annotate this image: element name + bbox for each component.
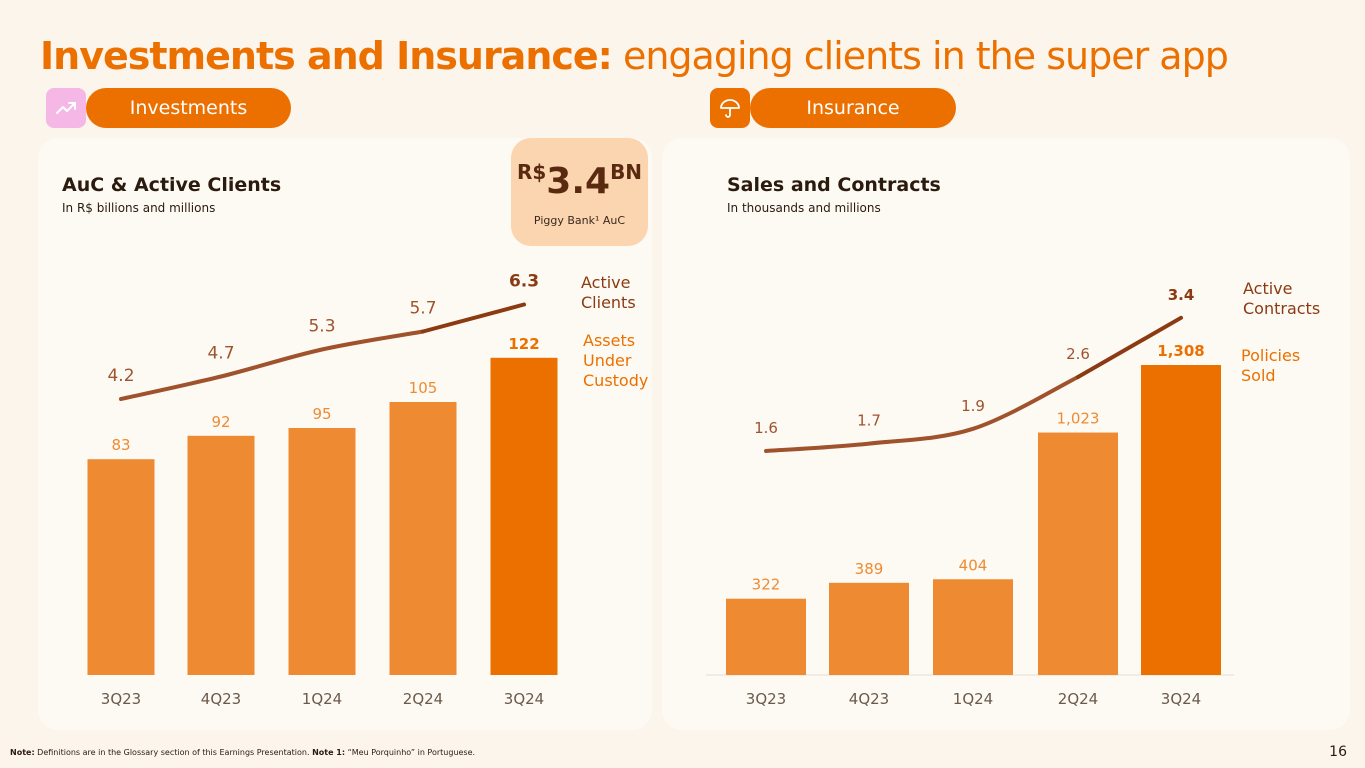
legend-assets-under-custody: Assets Under Custody [583,331,648,391]
bar-value-label: 1,308 [1157,342,1204,360]
bar-value-label: 122 [508,335,539,353]
bar [187,435,255,675]
bar [1141,365,1221,675]
legend-bar-label: Assets [583,331,636,350]
line-value-label: 3.4 [1168,286,1195,304]
bar-value-label: 95 [312,405,331,423]
legend-bar-label: Sold [1241,366,1276,385]
note-label: Note: [10,748,35,757]
piggy-bank-badge: R$3.4BN Piggy Bank¹ AuC [511,138,648,246]
line-value-label: 2.6 [1066,345,1090,363]
bar [829,582,909,675]
legend-bar-label: Under [583,351,632,370]
line-value-label: 1.7 [857,412,881,430]
right-chart-subtitle: In thousands and millions [727,201,881,215]
x-tick-label: 4Q23 [849,690,889,708]
bar-value-label: 1,023 [1057,410,1100,428]
footnote: Note: Definitions are in the Glossary se… [10,748,475,757]
legend-line-label: Contracts [1243,299,1321,318]
bar [490,357,558,675]
series-line-highlight [1076,315,1183,379]
x-tick-label: 1Q24 [302,690,342,708]
bar-value-label: 105 [409,379,438,397]
line-value-label: 6.3 [509,272,539,292]
page-title-light: engaging clients in the super app [611,34,1229,78]
bar [87,459,155,675]
x-tick-label: 4Q23 [201,690,241,708]
x-tick-label: 3Q24 [1161,690,1201,708]
badge-value: R$3.4BN [511,160,648,202]
x-tick-label: 3Q23 [101,690,141,708]
line-value-label: 1.9 [961,397,985,415]
legend-policies-sold: Policies Sold [1241,346,1300,386]
x-tick-label: 3Q23 [746,690,786,708]
umbrella-icon [710,88,750,128]
legend-line-label: Active [581,273,631,292]
page-number: 16 [1329,744,1347,760]
series-line [119,329,425,401]
series-line [764,375,1080,453]
bar-value-label: 83 [111,436,130,454]
note1-label: Note 1: [312,748,346,757]
page-title: Investments and Insurance: engaging clie… [40,34,1229,78]
legend-active-clients: Active Clients [581,273,636,313]
line-value-label: 5.7 [409,299,436,319]
legend-line-label: Clients [581,293,636,312]
legend-active-contracts: Active Contracts [1243,279,1320,319]
series-line-highlight [421,302,526,334]
right-chart-title: Sales and Contracts [727,174,941,196]
note1-text: “Meu Porquinho” in Portuguese. [345,748,476,757]
badge-number: 3.4 [546,161,611,202]
trending-up-icon [46,88,86,128]
bar-value-label: 322 [752,576,781,594]
line-value-label: 4.2 [107,366,134,386]
left-chart-title: AuC & Active Clients [62,174,282,196]
line-value-label: 1.6 [754,419,778,437]
x-tick-label: 2Q24 [1058,690,1098,708]
left-chart-subtitle: In R$ billions and millions [62,201,216,215]
note-text: Definitions are in the Glossary section … [34,748,313,757]
badge-unit: BN [610,160,643,184]
bar-value-label: 389 [855,560,884,578]
bar [389,402,457,675]
legend-line-label: Active [1243,279,1293,298]
bar-value-label: 404 [959,556,988,574]
tab-investments[interactable]: Investments [86,88,291,128]
x-tick-label: 3Q24 [504,690,544,708]
x-tick-label: 1Q24 [953,690,993,708]
bar [288,428,356,675]
line-value-label: 4.7 [207,344,234,364]
line-value-label: 5.3 [308,317,335,337]
x-tick-label: 2Q24 [403,690,443,708]
bar [933,579,1013,675]
tab-insurance[interactable]: Insurance [750,88,956,128]
bar [1038,432,1118,675]
legend-bar-label: Custody [583,371,649,390]
bar-value-label: 92 [211,413,230,431]
badge-currency: R$ [516,160,547,184]
legend-bar-label: Policies [1241,346,1301,365]
badge-caption: Piggy Bank¹ AuC [533,214,626,227]
bar [726,598,806,675]
page-title-bold: Investments and Insurance: [40,34,613,78]
